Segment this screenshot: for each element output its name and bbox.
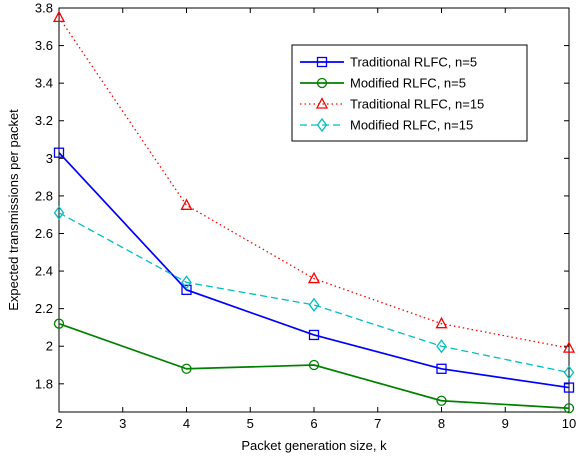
axis-ticks: 2 3 4 5 6 7 8 9 10 1.8 2 2.2 2.4 2.6 2.8 3 3.2 3.4 3.6 3.8 <box>35 1 576 432</box>
data-point-marker <box>436 339 447 354</box>
x-tick-label: 7 <box>374 416 381 431</box>
data-point-marker <box>53 205 65 220</box>
legend-label: Traditional RLFC, n=15 <box>350 97 484 112</box>
data-point-marker <box>180 198 193 210</box>
series-3 <box>52 10 576 353</box>
legend-label: Traditional RLFC, n=5 <box>350 55 477 70</box>
x-tick-label: 2 <box>55 416 62 431</box>
data-point-marker <box>563 382 575 393</box>
y-tick-label: 2.6 <box>35 226 53 241</box>
series-line <box>58 212 570 374</box>
data-point-marker <box>435 316 448 329</box>
series-4 <box>53 205 575 380</box>
x-axis-label: Packet generation size, k <box>241 438 387 453</box>
y-tick-label: 3.2 <box>35 113 53 128</box>
data-point-marker <box>563 365 575 380</box>
data-point-marker <box>308 359 320 371</box>
series-line <box>58 17 570 349</box>
x-tick-label: 6 <box>310 416 317 431</box>
legend-marker <box>316 56 328 68</box>
data-point-marker <box>562 341 576 353</box>
data-point-marker <box>436 363 447 374</box>
y-axis-label: Expected transmissions per packet <box>6 109 21 311</box>
series-line <box>58 152 570 389</box>
x-tick-label: 10 <box>562 416 576 431</box>
data-point-marker <box>563 403 575 414</box>
data-point-marker <box>436 395 447 406</box>
data-point-marker <box>181 275 192 290</box>
data-point-marker <box>52 10 66 23</box>
y-tick-label: 3.4 <box>35 76 53 91</box>
series-group <box>52 10 576 414</box>
legend-marker <box>315 97 329 109</box>
x-tick-label: 9 <box>502 416 509 431</box>
legend-marker <box>316 77 328 89</box>
y-tick-label: 3.6 <box>35 38 53 53</box>
y-tick-label: 2.2 <box>35 301 53 316</box>
y-tick-label: 1.8 <box>35 376 53 391</box>
series-line <box>58 322 570 410</box>
data-point-marker <box>181 363 192 374</box>
y-tick-label: 2.4 <box>35 264 53 279</box>
data-point-marker <box>307 271 321 284</box>
legend-label: Modified RLFC, n=15 <box>350 118 473 133</box>
y-tick-label: 2.8 <box>35 188 53 203</box>
data-point-marker <box>53 318 65 329</box>
legend-box <box>291 44 528 142</box>
series-2 <box>53 318 575 414</box>
x-tick-label: 5 <box>247 416 254 431</box>
legend: Traditional RLFC, n=5 Modified RLFC, n=5 T… <box>291 44 528 142</box>
data-point-marker <box>181 284 192 296</box>
x-tick-label: 3 <box>119 416 126 431</box>
y-tick-label: 3.8 <box>35 1 53 16</box>
x-tick-label: 8 <box>438 416 445 431</box>
y-tick-label: 3 <box>46 151 53 166</box>
series-1 <box>53 147 575 393</box>
y-tick-label: 2 <box>46 339 53 354</box>
data-point-marker <box>308 329 320 341</box>
legend-label: Modified RLFC, n=5 <box>350 76 466 91</box>
x-tick-label: 4 <box>183 416 190 431</box>
data-point-marker <box>53 147 65 158</box>
legend-marker <box>316 117 328 133</box>
data-point-marker <box>308 297 320 312</box>
